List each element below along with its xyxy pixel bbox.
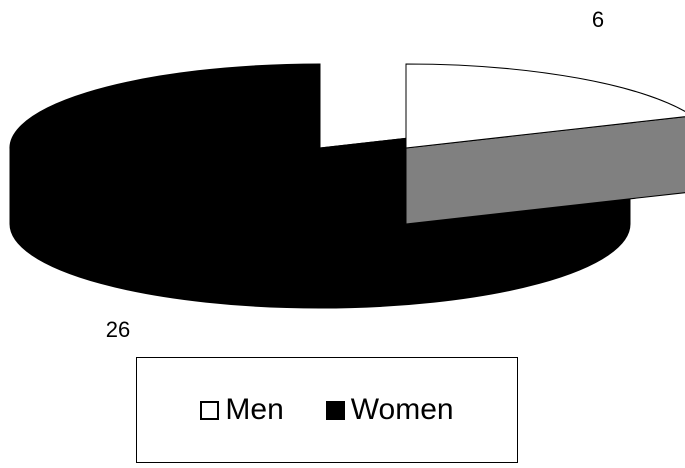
pie-data-labels: 6 26 (106, 7, 604, 342)
data-label-men: 6 (592, 7, 604, 32)
legend-label-men: Men (225, 393, 284, 426)
legend-swatch-men (200, 400, 220, 420)
pie-slices (9, 63, 685, 309)
legend-entry-women: Women (325, 393, 454, 426)
legend-entry-men: Men (200, 393, 284, 426)
pie-slice-men (405, 63, 685, 225)
chart-legend: Men Women (136, 357, 518, 463)
data-label-women: 26 (106, 317, 130, 342)
legend-swatch-women (325, 400, 345, 420)
legend-label-women: Women (350, 393, 454, 426)
pie-slice-top-men (405, 63, 685, 149)
